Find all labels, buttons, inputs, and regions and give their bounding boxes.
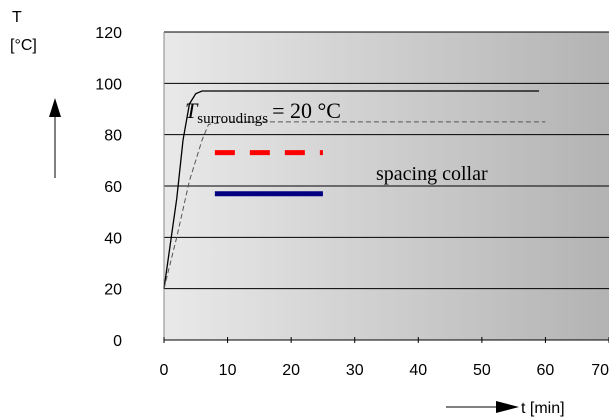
x-tick-label: 40 bbox=[409, 362, 427, 379]
series-line-1 bbox=[163, 90, 540, 289]
y-axis-unit: [°C] bbox=[10, 37, 37, 54]
x-tick-label: 30 bbox=[346, 362, 364, 379]
y-axis-symbol: T bbox=[12, 9, 22, 26]
x-tick-label: 60 bbox=[537, 362, 555, 379]
y-tick-label: 100 bbox=[95, 76, 122, 93]
y-tick-label: 80 bbox=[104, 128, 122, 145]
x-axis-arrow bbox=[446, 401, 519, 413]
surroundings-value: = 20 °C bbox=[272, 98, 341, 123]
x-tick-label: 10 bbox=[219, 362, 237, 379]
y-tick-label: 20 bbox=[104, 282, 122, 299]
y-tick-label: 120 bbox=[95, 25, 122, 42]
y-axis-ticks: 0 20 40 60 80 100 120 bbox=[95, 25, 122, 350]
surroundings-symbol: T bbox=[185, 98, 199, 123]
y-tick-label: 60 bbox=[104, 179, 122, 196]
x-tick-label: 20 bbox=[282, 362, 300, 379]
spacing-collar-label: spacing collar bbox=[376, 163, 488, 185]
y-axis-arrow bbox=[49, 98, 61, 178]
surroundings-annotation: Tsurroudings = 20 °C bbox=[185, 98, 341, 127]
x-tick-label: 0 bbox=[160, 362, 169, 379]
legend-swatches bbox=[214, 150, 323, 197]
y-tick-label: 40 bbox=[104, 230, 122, 247]
series-line-2 bbox=[163, 121, 546, 289]
series-group bbox=[163, 90, 546, 289]
x-axis-ticks: 0 10 20 30 40 50 60 70 bbox=[160, 337, 609, 379]
x-tick-label: 70 bbox=[591, 362, 609, 379]
surroundings-subscript: surroudings bbox=[197, 111, 268, 127]
x-axis-label: t [min] bbox=[521, 400, 565, 417]
x-tick-label: 50 bbox=[473, 362, 491, 379]
y-tick-label: 0 bbox=[113, 333, 122, 350]
